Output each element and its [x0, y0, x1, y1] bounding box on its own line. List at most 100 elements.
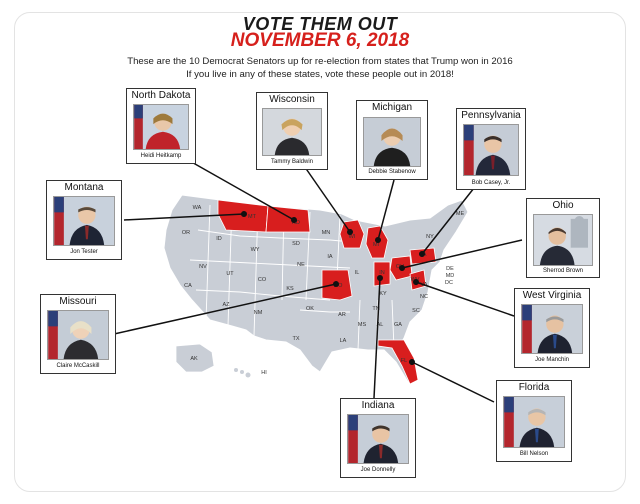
connector-ohio — [399, 239, 523, 271]
subtitle-line-2: If you live in any of these states, vote… — [186, 69, 454, 80]
label-wa: WA — [193, 205, 202, 211]
label-wy: WY — [251, 247, 260, 253]
connector-indiana — [373, 275, 383, 399]
senator-name: Debbie Stabenow — [368, 169, 416, 175]
label-ny: NY — [426, 234, 434, 240]
label-ms: MS — [358, 322, 367, 328]
label-ks: KS — [286, 286, 294, 292]
label-ga: GA — [394, 322, 402, 328]
label-ky: KY — [379, 291, 387, 297]
label-sd: SD — [292, 241, 300, 247]
portrait-icon — [464, 125, 518, 175]
senator-photo — [533, 214, 593, 266]
portrait-icon — [522, 305, 582, 353]
state-name: Missouri — [59, 296, 97, 307]
portrait-icon — [348, 415, 408, 463]
label-la: LA — [340, 338, 347, 344]
label-nd: ND — [292, 220, 300, 226]
portrait-icon — [54, 197, 114, 245]
connector-west-virginia — [413, 279, 515, 317]
label-co: CO — [258, 277, 267, 283]
label-ak: AK — [190, 356, 198, 362]
state-labels: WA OR ID MT WY ND SD NE KS MN IA MO WI I… — [182, 205, 465, 376]
label-nv: NV — [199, 264, 207, 270]
label-de: DE — [446, 266, 454, 272]
state-florida — [377, 339, 419, 385]
headline: VOTE THEM OUT — [242, 14, 398, 34]
state-montana — [217, 199, 269, 233]
state-alaska — [175, 343, 215, 373]
label-dc: DC — [445, 280, 453, 286]
senator-box-west-virginia: West Virginia Joe Manchin — [514, 288, 590, 368]
state-hawaii — [234, 368, 251, 378]
subtitle-line-1: These are the 10 Democrat Senators up fo… — [127, 56, 513, 67]
senator-name: Joe Donnelly — [360, 467, 396, 473]
connector-pennsylvania — [419, 187, 475, 257]
portrait-icon — [504, 397, 564, 447]
senator-box-north-dakota: North Dakota Heidi Heitkamp — [126, 88, 196, 164]
senator-photo — [47, 310, 109, 360]
state-name: Montana — [64, 182, 104, 193]
label-hi: HI — [261, 370, 267, 376]
senator-box-ohio: Ohio Sherrod Brown — [526, 198, 600, 278]
label-ne: NE — [297, 262, 305, 268]
senator-box-florida: Florida Bill Nelson — [496, 380, 572, 462]
label-ca: CA — [184, 283, 192, 289]
election-date: NOVEMBER 6, 2018 — [230, 30, 410, 51]
senator-box-missouri: Missouri Claire McCaskill — [40, 294, 116, 374]
senator-name: Jon Tester — [70, 249, 98, 255]
senator-name: Sherrod Brown — [542, 268, 584, 274]
label-sc: SC — [412, 308, 420, 314]
state-name: Ohio — [552, 200, 574, 211]
label-tn: TN — [372, 306, 379, 312]
state-name: Indiana — [361, 400, 395, 411]
senator-photo — [347, 414, 409, 464]
label-ia: IA — [327, 254, 333, 260]
label-id: ID — [216, 236, 222, 242]
senator-photo — [133, 104, 189, 150]
senator-photo — [363, 117, 421, 167]
senator-name: Bill Nelson — [519, 451, 549, 457]
senator-photo — [463, 124, 519, 176]
portrait-icon — [263, 109, 321, 155]
label-me: ME — [456, 211, 465, 217]
state-boundaries — [189, 203, 395, 351]
connector-north-dakota — [187, 159, 297, 223]
senator-photo — [521, 304, 583, 354]
label-oh: OH — [396, 264, 404, 270]
label-mn: MN — [322, 230, 331, 236]
state-name: West Virginia — [522, 290, 582, 301]
label-tx: TX — [292, 336, 299, 342]
senator-name: Heidi Heitkamp — [140, 153, 182, 159]
portrait-icon — [364, 118, 420, 166]
connector-florida — [409, 359, 495, 403]
senator-box-pennsylvania: Pennsylvania Bob Casey, Jr. — [456, 108, 526, 190]
label-il: IL — [355, 270, 360, 276]
connector-michigan — [375, 179, 395, 243]
senator-name: Claire McCaskill — [56, 363, 100, 369]
senator-box-indiana: Indiana Joe Donnelly — [340, 398, 416, 478]
label-mi: MI — [373, 242, 380, 248]
label-nm: NM — [254, 310, 263, 316]
label-wi: WI — [349, 234, 356, 240]
senator-name: Tammy Baldwin — [270, 159, 313, 165]
label-fl: FL — [401, 358, 407, 364]
portrait-icon — [534, 215, 592, 265]
label-az: AZ — [222, 302, 230, 308]
state-name: Wisconsin — [269, 94, 315, 105]
senator-photo — [503, 396, 565, 448]
state-name: Florida — [518, 382, 550, 393]
label-ut: UT — [226, 271, 234, 277]
label-mt: MT — [248, 214, 257, 220]
portrait-icon — [134, 105, 188, 149]
connector-lines — [113, 159, 523, 403]
label-ok: OK — [306, 306, 314, 312]
senator-box-michigan: Michigan Debbie Stabenow — [356, 100, 428, 180]
state-name: Michigan — [371, 102, 413, 113]
senator-box-montana: Montana Jon Tester — [46, 180, 122, 260]
senator-name: Joe Manchin — [534, 357, 570, 363]
label-md: MD — [446, 273, 455, 279]
label-in: IN — [379, 270, 385, 276]
state-name: Pennsylvania — [461, 110, 521, 121]
